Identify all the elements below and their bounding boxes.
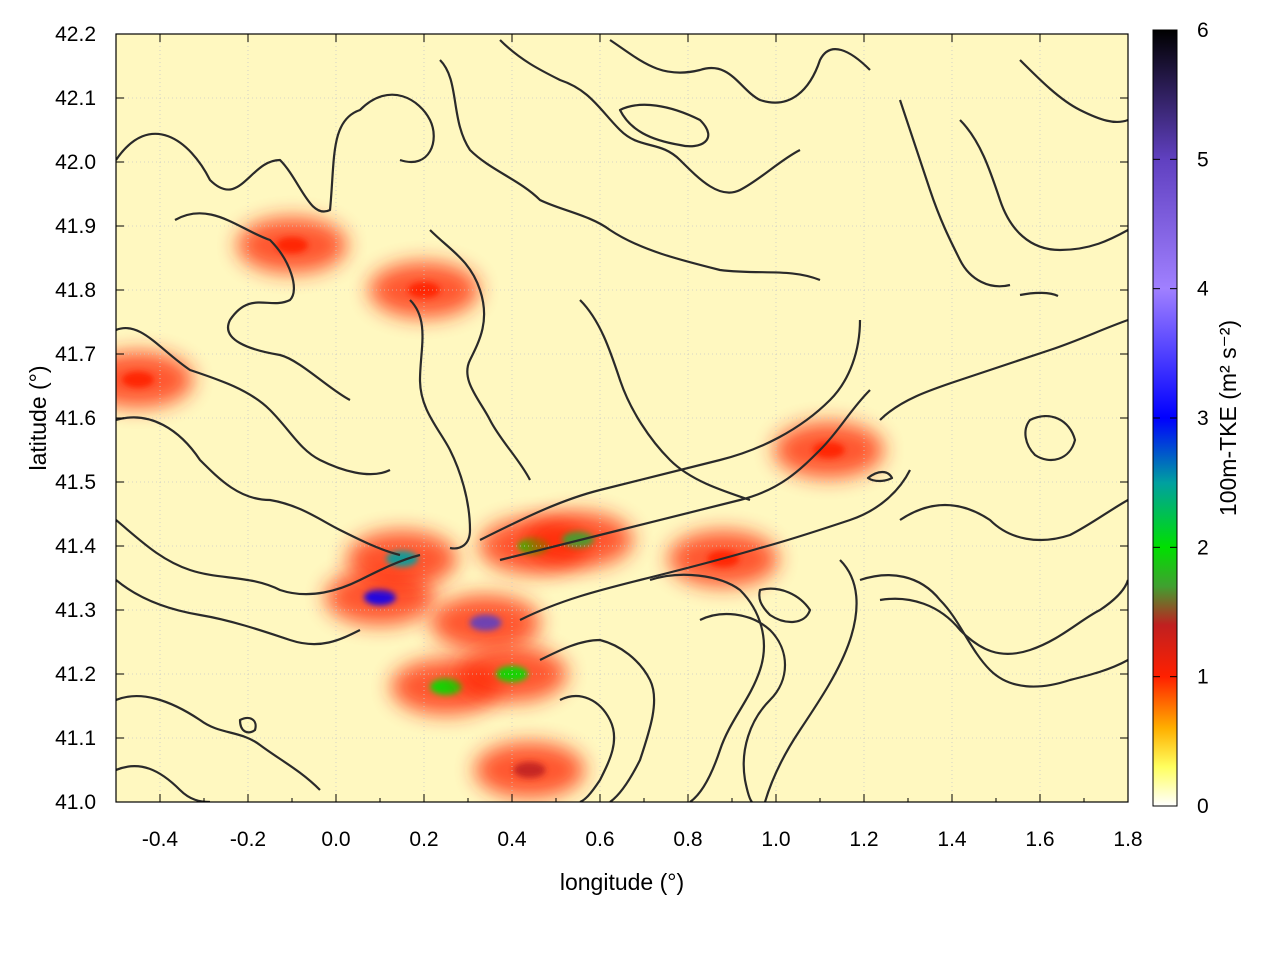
x-axis-label: longitude (°) — [560, 869, 684, 895]
contour-line — [116, 327, 391, 476]
contour-line — [499, 389, 871, 562]
tke-hotspot-core — [364, 589, 396, 606]
x-tick-label: 0.6 — [585, 828, 614, 851]
x-tick-label: 1.2 — [849, 828, 878, 851]
colorbar-tick-label: 6 — [1197, 19, 1209, 42]
y-tick-label: 42.2 — [55, 23, 96, 46]
x-tick-label: 0.4 — [497, 828, 527, 851]
y-tick-label: 42.1 — [55, 87, 96, 110]
contour-line — [116, 93, 435, 213]
contour-line — [763, 559, 858, 802]
colorbar-tick-label: 4 — [1197, 278, 1209, 301]
y-tick-label: 41.3 — [55, 599, 96, 622]
tke-hotspot-core — [122, 371, 154, 388]
y-tick-label: 41.8 — [55, 279, 96, 302]
y-tick-label: 41.0 — [55, 791, 96, 814]
contour-line — [1019, 291, 1059, 298]
contour-line — [539, 638, 656, 802]
contour-line — [699, 613, 787, 802]
tke-field — [116, 217, 884, 798]
contour-line — [618, 103, 710, 148]
x-tick-label: 0.0 — [321, 828, 350, 851]
y-tick-label: 41.1 — [55, 727, 96, 750]
contour-line — [519, 469, 911, 621]
contour-line — [898, 99, 1011, 288]
contour-line — [1024, 415, 1077, 462]
x-tick-label: 1.4 — [937, 828, 967, 851]
plot-area — [116, 34, 1128, 802]
contour-line — [879, 579, 1128, 655]
x-axis-ticks: -0.4 -0.2 0.0 0.2 0.4 0.6 0.8 1.0 1.2 1.4 1.6 1.8 — [115, 34, 1143, 851]
y-tick-label: 41.9 — [55, 215, 96, 238]
contour-line — [439, 59, 821, 282]
y-tick-label: 41.6 — [55, 407, 96, 430]
contour-line — [499, 39, 801, 194]
y-tick-label: 41.2 — [55, 663, 96, 686]
y-axis-ticks: 41.0 41.1 41.2 41.3 41.4 41.5 41.6 41.7 41.8 41.9… — [55, 23, 1128, 814]
contour-line — [238, 716, 257, 734]
contour-line — [429, 229, 531, 481]
contour-line — [116, 416, 401, 557]
tke-hotspot-core — [276, 237, 308, 254]
contour-line — [174, 212, 351, 401]
x-tick-label: 0.2 — [409, 828, 438, 851]
colorbar-label: 100m-TKE (m² s⁻²) — [1215, 320, 1241, 516]
contour-line — [649, 573, 765, 802]
x-tick-label: 1.8 — [1113, 828, 1142, 851]
contour-line — [116, 519, 421, 596]
contour-line — [116, 765, 211, 802]
contour-line — [959, 119, 1128, 252]
contour-line — [899, 499, 1128, 542]
contour-line — [758, 587, 812, 623]
y-tick-label: 41.7 — [55, 343, 96, 366]
x-tick-label: 1.6 — [1025, 828, 1054, 851]
tke-hotspot-core — [469, 614, 502, 631]
x-tick-label: -0.2 — [230, 828, 266, 851]
y-tick-label: 41.4 — [55, 535, 96, 558]
grid-lines — [116, 34, 1128, 802]
colorbar-tick-label: 0 — [1197, 795, 1209, 818]
contour-line — [116, 579, 361, 646]
contour-line — [559, 695, 616, 802]
tke-hotspot-core — [430, 678, 462, 695]
colorbar-tick-label: 1 — [1197, 666, 1209, 689]
contour-line — [879, 318, 1128, 421]
colorbar-tick-label: 2 — [1197, 536, 1209, 559]
colorbar-ticks: 0 1 2 3 4 5 6 — [1153, 19, 1209, 818]
tke-hotspot-halo — [116, 351, 193, 408]
x-tick-label: 0.8 — [673, 828, 702, 851]
y-tick-label: 41.5 — [55, 471, 96, 494]
y-axis-label: latitude (°) — [25, 365, 51, 470]
contour-line — [866, 470, 894, 483]
colorbar-tick-label: 5 — [1197, 148, 1209, 171]
y-tick-label: 42.0 — [55, 151, 96, 174]
contour-line — [859, 574, 1128, 688]
contour-line — [409, 299, 472, 550]
contour-line — [479, 319, 862, 541]
x-tick-label: -0.4 — [142, 828, 179, 851]
tke-hotspot-core — [812, 442, 845, 458]
x-tick-label: 1.0 — [761, 828, 790, 851]
contour-line — [116, 695, 321, 791]
contour-line — [579, 299, 751, 502]
contour-line — [609, 39, 871, 104]
terrain-contours — [116, 39, 1128, 802]
colorbar-tick-label: 3 — [1197, 407, 1209, 430]
contour-line — [1019, 59, 1128, 124]
tke-hotspot-core — [513, 762, 546, 778]
